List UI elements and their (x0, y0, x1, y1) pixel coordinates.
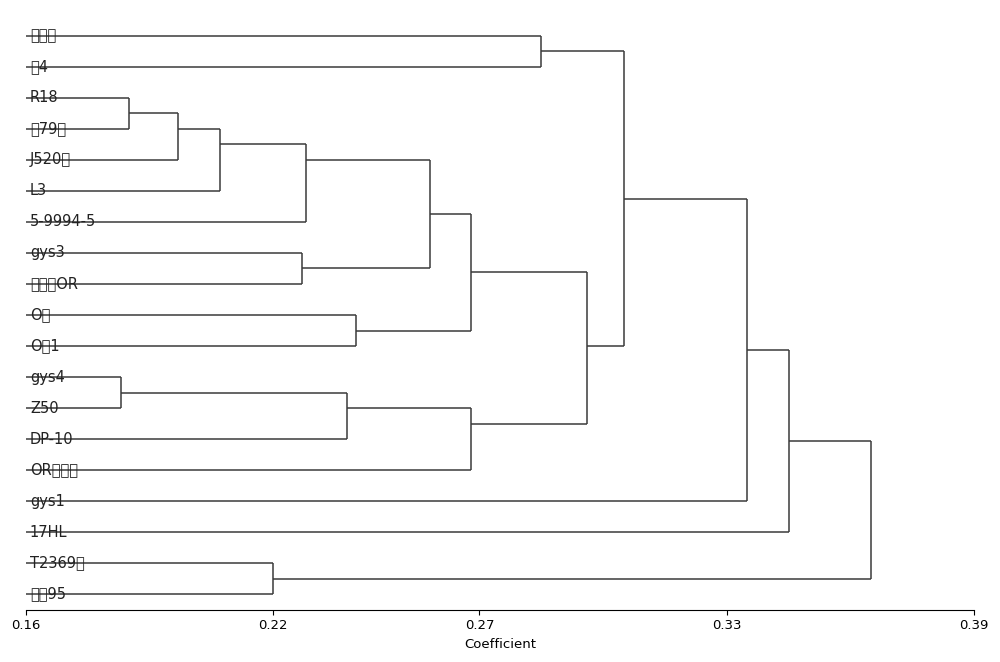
Text: 抗根肿OR: 抗根肿OR (30, 277, 78, 291)
Text: 大地95: 大地95 (30, 587, 66, 602)
Text: DP-10: DP-10 (30, 432, 74, 447)
Text: 17HL: 17HL (30, 524, 67, 540)
Text: 富油选: 富油选 (30, 28, 56, 44)
Text: Z50: Z50 (30, 401, 59, 416)
Text: R18: R18 (30, 91, 59, 105)
Text: gys4: gys4 (30, 369, 65, 385)
Text: T2369选: T2369选 (30, 555, 85, 571)
Text: 楚79选: 楚79选 (30, 121, 66, 136)
Text: O恢: O恢 (30, 308, 50, 322)
Text: O恢1: O恢1 (30, 338, 60, 354)
Text: gys1: gys1 (30, 494, 65, 508)
Text: 5-9994-5: 5-9994-5 (30, 214, 96, 230)
Text: OR抗裂角: OR抗裂角 (30, 463, 78, 477)
Text: 中4: 中4 (30, 60, 48, 74)
Text: gys3: gys3 (30, 246, 65, 260)
Text: L3: L3 (30, 183, 47, 199)
X-axis label: Coefficient: Coefficient (464, 638, 536, 651)
Text: J520选: J520选 (30, 152, 71, 167)
